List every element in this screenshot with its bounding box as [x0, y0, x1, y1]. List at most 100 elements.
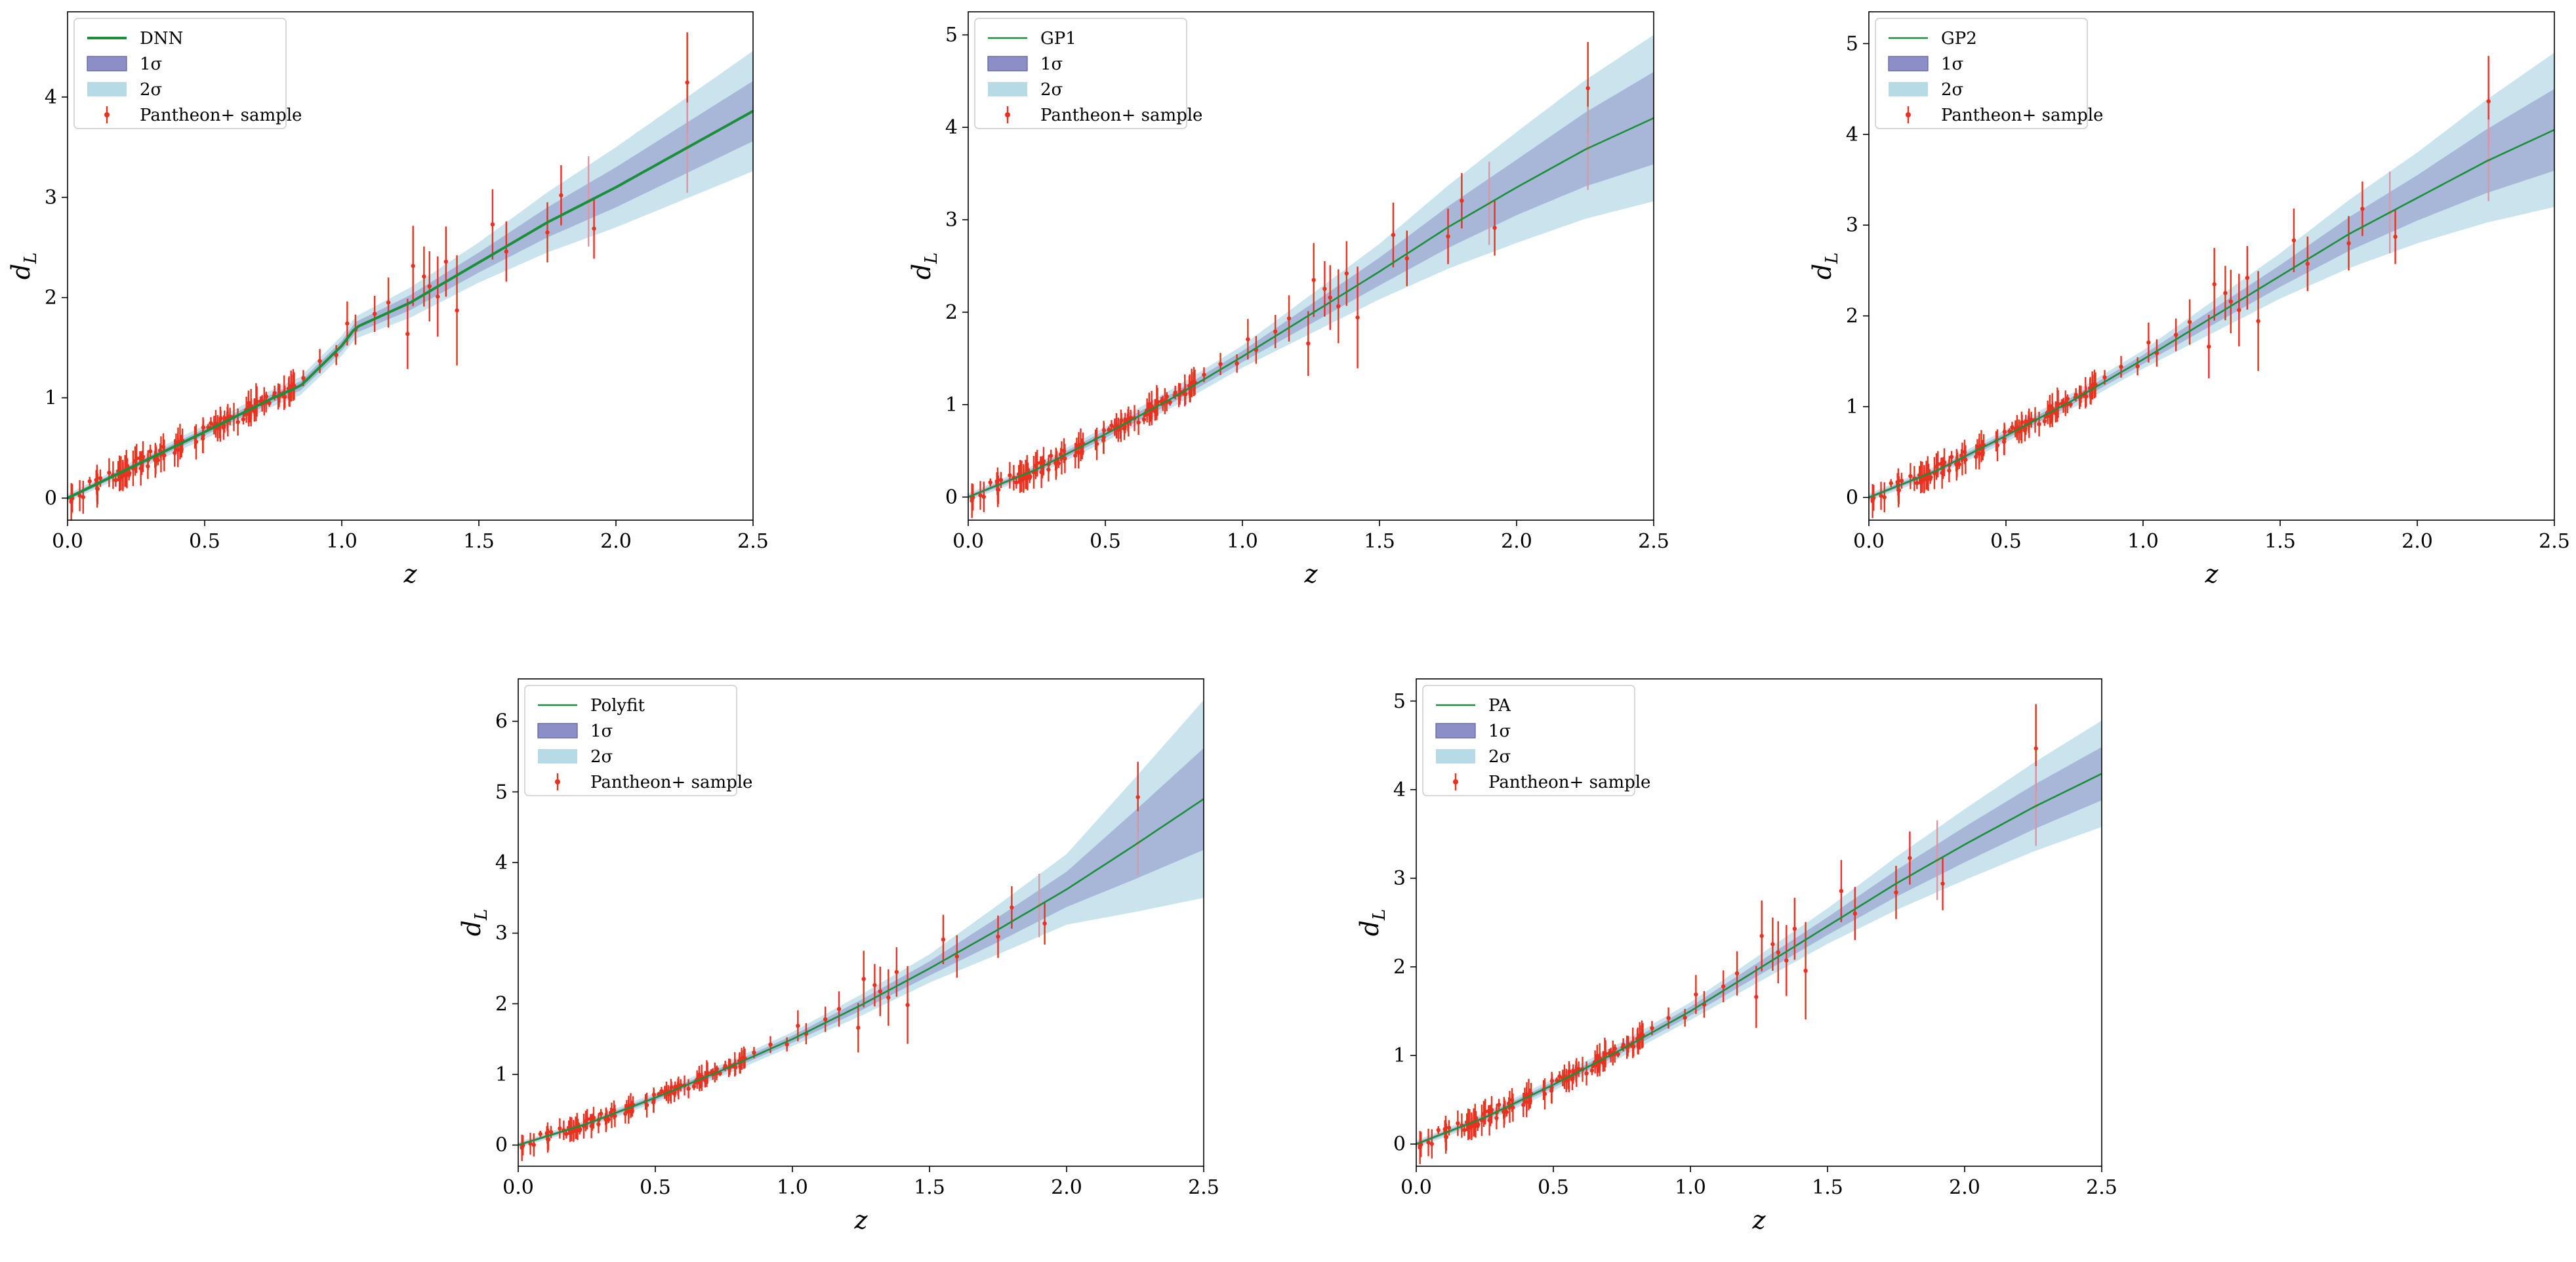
data-point-2 — [107, 470, 112, 475]
legend: Polyfit 1σ 2σ Pantheon+ sample — [524, 685, 752, 796]
fit-line — [518, 798, 1204, 1146]
data-point-102 — [1126, 417, 1131, 421]
y-tick-label: 5 — [945, 24, 958, 47]
data-point-117 — [1882, 495, 1887, 500]
data-point-2 — [1008, 473, 1012, 478]
legend-box — [1422, 685, 1635, 796]
data-point-57 — [1039, 470, 1044, 475]
data-point-90 — [1109, 423, 1114, 428]
y-tick-label: 1 — [945, 394, 958, 417]
y-tick-label: 1 — [495, 1063, 508, 1086]
data-point-135 — [1404, 256, 1409, 261]
data-point-79 — [1584, 1071, 1589, 1076]
data-point-79 — [235, 420, 240, 424]
data-point-117 — [81, 495, 85, 500]
data-point-78 — [1542, 1091, 1547, 1096]
data-point-121 — [2119, 365, 2123, 369]
data-point-135 — [2305, 261, 2310, 266]
legend-swatch-2sigma — [1889, 82, 1928, 96]
legend-label: 1σ — [1040, 54, 1063, 74]
data-point-83 — [1621, 1042, 1625, 1048]
data-point-131 — [886, 995, 891, 1000]
legend-label: GP1 — [1040, 29, 1076, 49]
data-point-98 — [1469, 1124, 1474, 1129]
y-tick-label: 5 — [1393, 690, 1406, 713]
data-point-129 — [1770, 942, 1775, 946]
band-1sigma — [1869, 89, 2554, 500]
legend-swatch-1sigma — [87, 56, 127, 71]
data-point-112 — [94, 486, 100, 491]
data-point-80 — [1934, 464, 1939, 469]
data-point-86 — [705, 1070, 710, 1076]
x-axis-label: z — [1303, 560, 1318, 588]
y-axis-label-sub: L — [21, 253, 41, 264]
y-tick-label: 4 — [1393, 779, 1406, 802]
x-tick-label: 0.0 — [52, 530, 83, 553]
data-point-130 — [427, 284, 432, 289]
data-point-83 — [272, 390, 277, 396]
data-point-121 — [768, 1042, 773, 1047]
x-tick-label: 1.5 — [914, 1176, 945, 1199]
data-point-91 — [978, 493, 983, 498]
data-point-64 — [1589, 1068, 1595, 1073]
data-point-112 — [1896, 487, 1901, 493]
fit-line — [1868, 129, 2555, 499]
data-point-125 — [823, 1017, 828, 1022]
x-tick-label: 2.5 — [2086, 1176, 2117, 1199]
data-point-64 — [2042, 418, 2047, 424]
legend-box — [524, 685, 737, 796]
plot-frame — [518, 678, 1204, 1167]
data-point-116 — [1502, 1109, 1507, 1114]
data-point-90 — [1557, 1074, 1562, 1079]
legend-swatch-2sigma — [988, 82, 1027, 96]
data-point-135 — [1852, 911, 1857, 916]
data-point-107 — [2047, 407, 2053, 412]
data-point-118 — [1962, 449, 1967, 455]
data-point-137 — [1908, 855, 1912, 861]
legend-swatch-1sigma — [987, 56, 1028, 71]
data-point-138 — [1940, 881, 1945, 886]
data-point-109 — [998, 478, 1004, 482]
data-point-60 — [1025, 468, 1031, 472]
data-point-118 — [161, 444, 166, 449]
x-axis-label: z — [1751, 1206, 1766, 1234]
data-point-2 — [1908, 474, 1913, 478]
legend-label: Pantheon+ sample — [140, 106, 302, 125]
legend-label: Pantheon+ sample — [590, 773, 752, 792]
data-point-51 — [1524, 1099, 1529, 1105]
legend-label: DNN — [140, 29, 183, 49]
y-axis-label: dL — [1808, 253, 1842, 280]
legend-swatch-point — [1453, 779, 1458, 784]
data-point-2 — [1456, 1121, 1460, 1126]
data-point-136 — [1446, 234, 1450, 239]
data-point-132 — [894, 969, 899, 975]
y-tick-label: 4 — [495, 851, 508, 874]
data-point-57 — [589, 1124, 594, 1128]
y-tick-label: 2 — [1393, 956, 1406, 979]
x-axis-label: z — [403, 560, 417, 588]
data-point-58 — [1496, 1103, 1502, 1107]
chart-panel-1: 0.0 0.5 1.0 1.5 2.0 2.5 0 1 2 3 4 z dL DNN 1σ 2σ Pantheo… — [7, 11, 769, 588]
data-point-111 — [173, 451, 177, 455]
legend-label: 2σ — [1941, 80, 1963, 100]
x-tick-label: 1.0 — [1675, 1176, 1706, 1199]
y-tick-label: 1 — [1393, 1044, 1406, 1067]
data-point-84 — [1041, 458, 1046, 464]
legend-label: 2σ — [140, 80, 162, 100]
data-point-119 — [1476, 1122, 1481, 1127]
data-point-120 — [1202, 373, 1206, 377]
legend-box — [1875, 18, 2088, 129]
data-point-139 — [2486, 99, 2491, 104]
band-1sigma — [968, 71, 1654, 499]
legend-label: 1σ — [590, 722, 613, 741]
data-point-57 — [1487, 1118, 1492, 1123]
legend-swatch-point — [1906, 112, 1911, 117]
data-point-34 — [1436, 1128, 1441, 1133]
legend-swatch-point — [555, 779, 560, 784]
data-point-116 — [1054, 460, 1059, 465]
data-point-58 — [598, 1111, 603, 1116]
data-point-86 — [2056, 401, 2060, 407]
data-point-80 — [1481, 1112, 1486, 1116]
data-point-105 — [69, 499, 73, 504]
y-axis-label-main: d — [1808, 264, 1837, 279]
